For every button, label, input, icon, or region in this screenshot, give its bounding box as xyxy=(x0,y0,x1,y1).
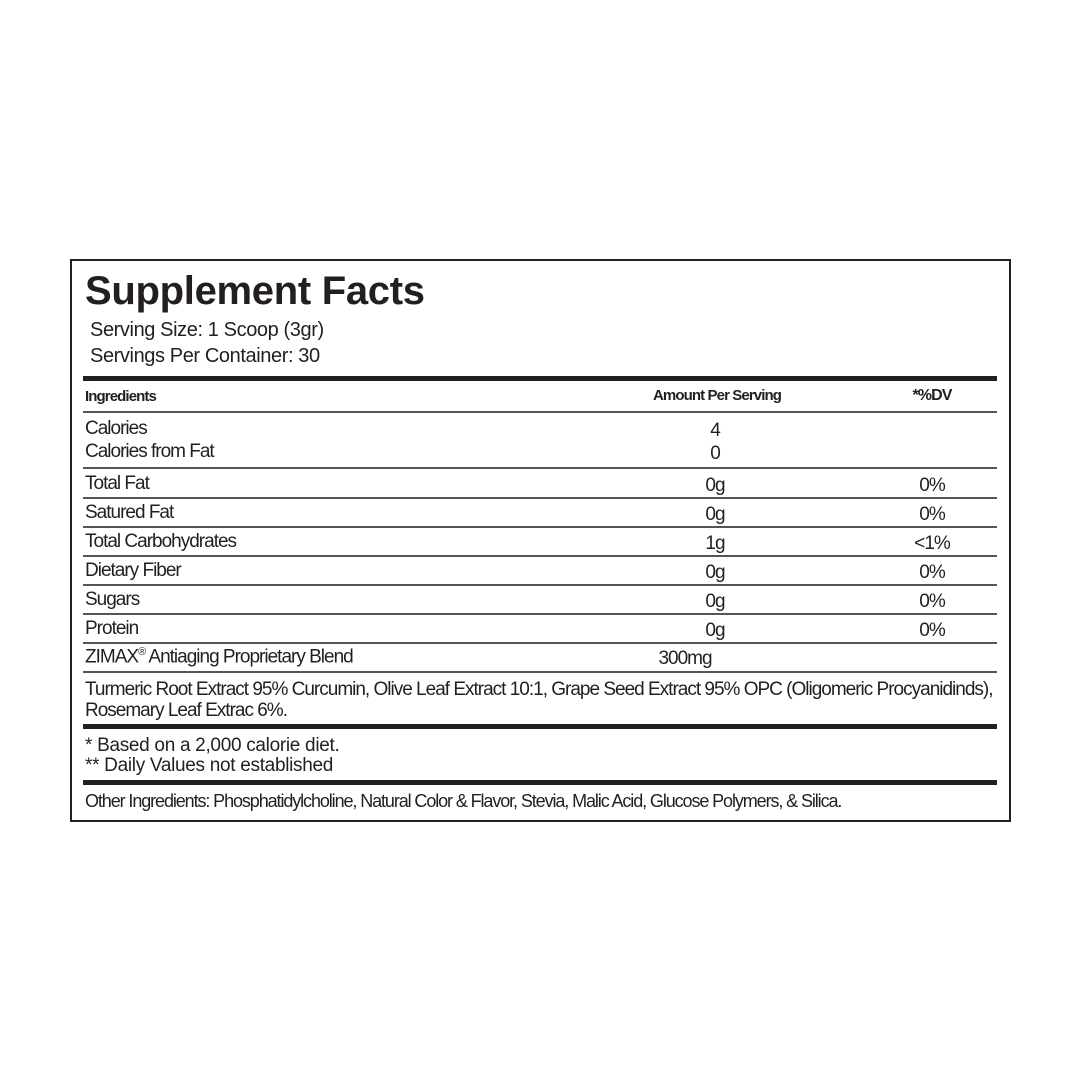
nutrient-dv: <1% xyxy=(914,533,951,554)
divider xyxy=(83,497,997,499)
divider xyxy=(83,671,997,673)
nutrient-name: Dietary Fiber xyxy=(85,560,182,581)
blend-brand: ZIMAX xyxy=(85,646,139,668)
other-ingredients: Other Ingredients: Phosphatidylcholine, … xyxy=(85,791,842,811)
header-dv: *%DV xyxy=(912,387,952,404)
divider xyxy=(83,555,997,557)
footnote-dv: * Based on a 2,000 calorie diet. xyxy=(85,735,340,756)
calories-from-fat-amount: 0 xyxy=(710,443,721,464)
nutrient-amount: 0g xyxy=(705,475,725,496)
nutrient-name: Satured Fat xyxy=(85,502,174,523)
divider xyxy=(83,467,997,469)
nutrient-amount: 0g xyxy=(705,591,725,612)
supplement-facts-panel: Supplement Facts Serving Size: 1 Scoop (… xyxy=(70,259,1011,822)
divider xyxy=(83,642,997,644)
nutrient-amount: 1g xyxy=(705,533,725,554)
nutrient-dv: 0% xyxy=(919,562,945,583)
header-amount: Amount Per Serving xyxy=(653,387,782,404)
divider xyxy=(83,526,997,528)
servings-per-container: Servings Per Container: 30 xyxy=(90,345,320,367)
registered-mark: ® xyxy=(138,646,146,658)
calories-label: Calories xyxy=(85,418,148,439)
blend-label: Antiaging Proprietary Blend xyxy=(145,646,353,668)
blend-amount: 300mg xyxy=(658,648,712,669)
blend-name: ZIMAX® Antiaging Proprietary Blend xyxy=(85,646,354,668)
header-ingredients: Ingredients xyxy=(85,388,157,405)
serving-size: Serving Size: 1 Scoop (3gr) xyxy=(90,319,324,341)
divider xyxy=(83,411,997,413)
nutrient-dv: 0% xyxy=(919,504,945,525)
nutrient-dv: 0% xyxy=(919,620,945,641)
nutrient-amount: 0g xyxy=(705,620,725,641)
blend-ingredients: Turmeric Root Extract 95% Curcumin, Oliv… xyxy=(85,679,994,721)
footnote-not-established: ** Daily Values not established xyxy=(85,755,334,776)
nutrient-dv: 0% xyxy=(919,475,945,496)
divider xyxy=(83,584,997,586)
panel-title: Supplement Facts xyxy=(85,269,425,313)
divider xyxy=(83,613,997,615)
calories-amount: 4 xyxy=(710,420,721,441)
nutrient-name: Sugars xyxy=(85,589,140,610)
divider xyxy=(83,724,997,729)
nutrient-name: Protein xyxy=(85,618,139,639)
nutrient-dv: 0% xyxy=(919,591,945,612)
nutrient-name: Total Fat xyxy=(85,473,150,494)
nutrient-amount: 0g xyxy=(705,562,725,583)
divider xyxy=(83,780,997,785)
calories-from-fat-label: Calories from Fat xyxy=(85,441,215,462)
divider xyxy=(83,376,997,381)
nutrient-amount: 0g xyxy=(705,504,725,525)
nutrient-name: Total Carbohydrates xyxy=(85,531,237,552)
